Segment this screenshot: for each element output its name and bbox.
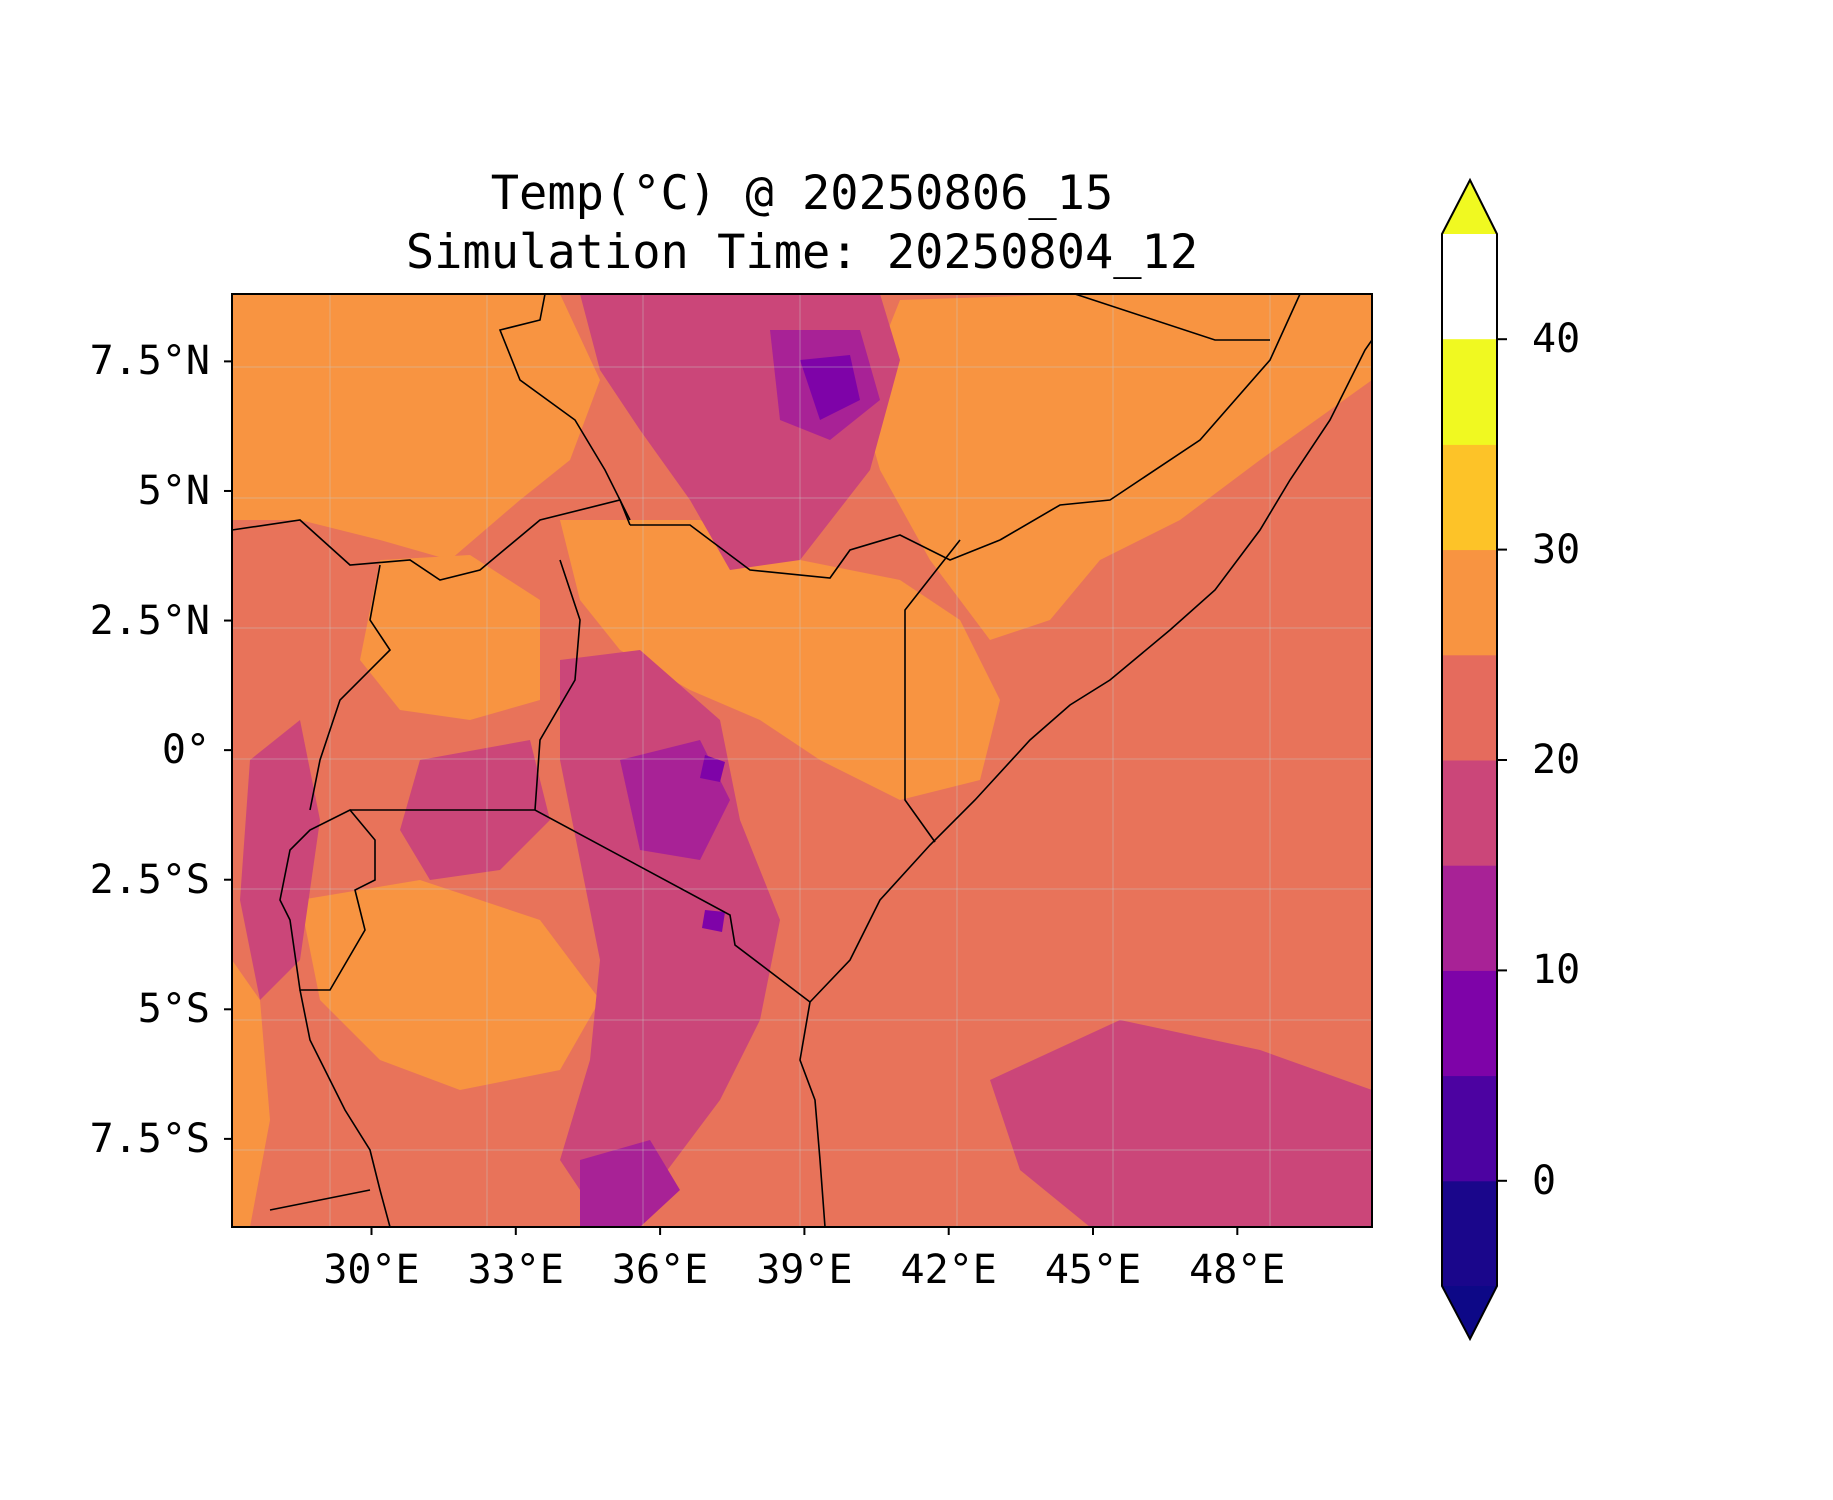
- colorbar-segment: [1442, 1075, 1497, 1182]
- colorbar-segment: [1442, 339, 1497, 445]
- border-ethiopia-somaliland: [1074, 294, 1270, 341]
- border-south-sudan-uganda: [232, 499, 631, 581]
- colorbar-segment: [1442, 444, 1497, 551]
- lon-tick-label: 33°E: [467, 1247, 564, 1293]
- border-tanzania-drc: [299, 989, 391, 1227]
- colorbar-segment: [1442, 654, 1497, 761]
- contour-very-cold-kenya: [700, 755, 725, 782]
- lat-tick-label: 2.5°S: [89, 856, 210, 903]
- lat-tick-marks: [224, 360, 232, 1140]
- colorbar-segment: [1442, 970, 1497, 1077]
- colorbar-outline: [1441, 177, 1498, 1342]
- lon-tick-label: 30°E: [323, 1247, 420, 1293]
- coastline-east-africa: [799, 339, 1372, 1227]
- border-rwanda-burundi: [279, 809, 376, 991]
- map-gridlines: [232, 294, 1372, 1227]
- border-kenya-ethiopia: [630, 524, 1001, 579]
- contour-warm-west-edge: [232, 960, 270, 1227]
- lat-tick-label: 7.5°S: [89, 1115, 210, 1162]
- contour-warm-uganda: [360, 555, 540, 720]
- colorbar-tick-label: 20: [1532, 737, 1581, 783]
- map-frame: [231, 293, 1373, 1228]
- temperature-contours: [232, 294, 1372, 1227]
- lon-tick-label: 48°E: [1189, 1247, 1286, 1293]
- border-south-sudan-ethiopia: [498, 294, 631, 521]
- colorbar-segment: [1442, 1180, 1497, 1287]
- colorbar-segment: [1442, 760, 1497, 866]
- colorbar-segments: [1442, 339, 1497, 1287]
- colorbar-tick-label: 30: [1532, 526, 1581, 573]
- colorbar-tick-marks: [1497, 338, 1507, 1182]
- colorbar-tick-label: 10: [1532, 947, 1581, 994]
- contour-warm-ethiopia-east: [860, 294, 1372, 640]
- contour-warm-north-kenya: [560, 520, 1000, 800]
- lon-tick-label: 39°E: [756, 1247, 853, 1293]
- border-uganda-kenya: [534, 559, 581, 811]
- border-uganda-drc: [309, 564, 392, 811]
- contour-cool-albertine: [240, 720, 320, 1000]
- country-borders: [232, 294, 1372, 1227]
- map-title-line1: Temp(°C) @ 20250806_15: [490, 166, 1114, 221]
- colorbar-segment: [1442, 549, 1497, 656]
- colorbar-tick-label: 40: [1532, 316, 1581, 363]
- contour-cold-southern-highlands: [580, 1140, 680, 1227]
- lon-tick-label: 45°E: [1044, 1247, 1142, 1293]
- lon-tick-label: 36°E: [611, 1247, 709, 1293]
- colorbar: [1441, 177, 1507, 1342]
- border-uganda-tanzania: [350, 809, 811, 1003]
- lon-tick-label: 42°E: [900, 1247, 997, 1293]
- lat-tick-label: 5°N: [137, 467, 210, 514]
- lat-tick-label: 7.5°N: [89, 338, 210, 385]
- border-kenya-somalia: [904, 539, 961, 843]
- contour-cool-indian-ocean: [990, 1020, 1372, 1227]
- map-title-line2: Simulation Time: 20250804_12: [405, 225, 1199, 280]
- contour-warm-tanzania: [300, 880, 600, 1090]
- colorbar-tick-label: 0: [1532, 1157, 1557, 1204]
- contour-very-cold-ethiopia: [800, 355, 860, 420]
- colorbar-segment: [1442, 865, 1497, 971]
- lat-tick-label: 2.5°N: [89, 597, 210, 644]
- colorbar-over-arrow: [1442, 180, 1497, 234]
- contour-very-cold-kilimanjaro: [702, 910, 725, 932]
- border-ethiopia-somalia: [999, 294, 1301, 541]
- lon-tick-marks: [370, 1227, 1239, 1235]
- map-plot-area: [224, 293, 1373, 1235]
- colorbar-under-arrow: [1442, 1286, 1497, 1339]
- border-tanzania-zambia: [269, 1189, 371, 1211]
- lat-tick-label: 5°S: [137, 986, 210, 1033]
- contour-warm-northwest: [232, 294, 600, 560]
- lat-tick-label: 0°: [161, 727, 210, 774]
